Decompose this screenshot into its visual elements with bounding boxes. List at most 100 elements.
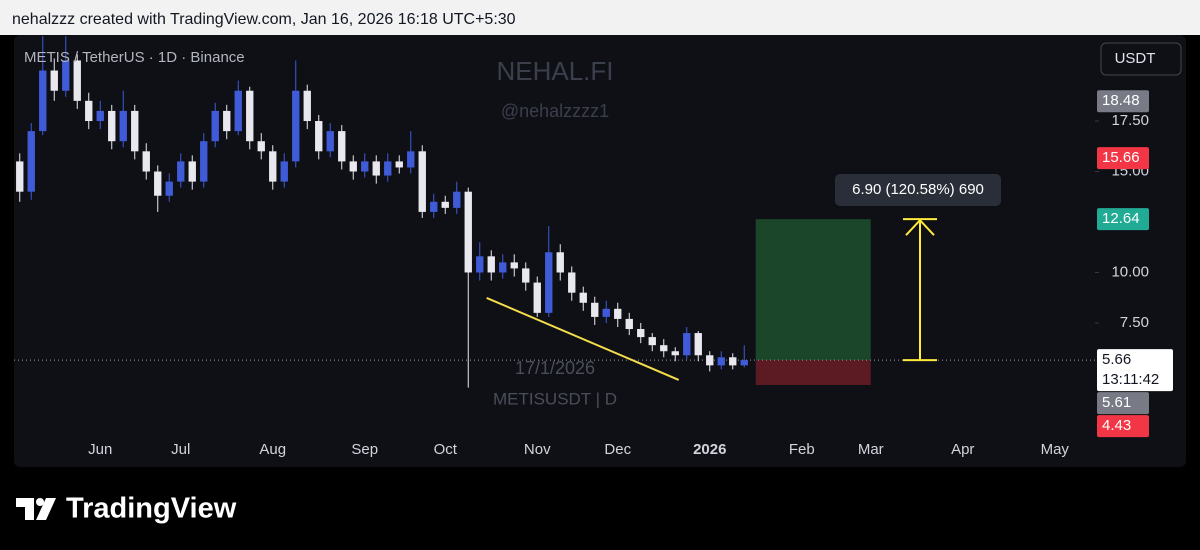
candle-body [717, 357, 725, 366]
candle-body [338, 131, 346, 162]
candle-body [119, 110, 127, 142]
price-label-box [1097, 392, 1149, 415]
candle-body [671, 351, 679, 356]
x-tick-label: Feb [789, 441, 815, 458]
price-label-box [1097, 208, 1149, 231]
logo-part [16, 498, 34, 520]
brand: TradingView [66, 493, 237, 525]
candle-body [62, 60, 70, 91]
candle-body [614, 308, 622, 319]
candle-body [430, 201, 438, 212]
candle-body [648, 337, 656, 346]
logo-part [36, 498, 44, 506]
y-tick-label: 17.50 [1111, 112, 1149, 129]
candle-body [533, 282, 541, 313]
candle-body [556, 252, 564, 273]
y-tick-label: 10.00 [1111, 263, 1149, 280]
candle-body [73, 60, 81, 101]
x-tick-label: Aug [259, 441, 286, 458]
candle-body [625, 318, 633, 330]
candle-body [441, 201, 449, 208]
candle-body [384, 161, 392, 176]
candle-body [522, 268, 530, 283]
x-tick-label: Dec [604, 441, 631, 458]
watermark: @nehalzzzz1 [501, 101, 609, 121]
candle-body [16, 161, 24, 192]
candle-body [729, 357, 737, 366]
candle-body [637, 329, 645, 338]
candle-body [211, 110, 219, 142]
watermark: NEHAL.FI [496, 56, 613, 86]
candle-body [349, 161, 357, 172]
candle-body [568, 272, 576, 293]
candle-body [579, 292, 587, 303]
candle-body [361, 161, 369, 172]
price-label: 12.64 [1102, 210, 1140, 227]
chart-layer: 7.5010.0015.0017.5018.4815.6612.645.6613… [14, 36, 1173, 458]
price-label-box [1097, 415, 1149, 438]
candle-body [96, 110, 104, 122]
currency-label[interactable]: USDT [1115, 50, 1156, 67]
x-tick-label: 2026 [693, 441, 726, 458]
price-label-box [1097, 147, 1149, 170]
logo-part [36, 498, 56, 520]
candle-body [50, 70, 58, 91]
loss-zone [755, 360, 871, 385]
x-tick-label: Sep [351, 441, 378, 458]
candle-body [292, 90, 300, 162]
candle-body [476, 256, 484, 273]
x-tick-label: Mar [858, 441, 884, 458]
candle-body [85, 100, 93, 122]
candle-body [200, 141, 208, 182]
currency-button[interactable] [1100, 42, 1182, 76]
header-text: nehalzzz created with TradingView.com, J… [12, 11, 516, 28]
candle-body [453, 191, 461, 208]
price-label: 5.61 [1102, 394, 1131, 411]
price-label: 5.66 [1102, 351, 1131, 368]
trendline [486, 296, 680, 381]
measure-label: 6.90 (120.58%) 690 [852, 181, 984, 198]
candle-body [660, 345, 668, 352]
profit-zone [755, 219, 871, 361]
candle-body [223, 110, 231, 132]
candle-body [177, 161, 185, 182]
x-tick-label: Nov [524, 441, 551, 458]
x-tick-label: Apr [951, 441, 974, 458]
top-bar [0, 0, 1200, 35]
candle-body [108, 110, 116, 142]
candle-body [591, 302, 599, 317]
candle-body [326, 131, 334, 152]
candle-body [740, 360, 748, 366]
candle-body [142, 151, 150, 172]
measure-tooltip [835, 174, 1001, 206]
candle-body [39, 70, 47, 132]
symbol-watermark: METISUSDT | D [493, 389, 617, 408]
candle-body [315, 121, 323, 152]
candle-body [246, 90, 254, 142]
candle-body [257, 141, 265, 152]
x-tick-label: May [1041, 441, 1070, 458]
candle-body [545, 252, 553, 313]
tradingview-logo [16, 498, 56, 520]
candle-body [165, 181, 173, 196]
candle-body [154, 171, 162, 196]
price-countdown: 13:11:42 [1102, 371, 1159, 388]
chart-panel [14, 35, 1186, 467]
candle-body [234, 90, 242, 132]
candle-body [407, 151, 415, 168]
candle-body [683, 333, 691, 356]
candle-body [395, 161, 403, 168]
y-tick-label: 7.50 [1120, 314, 1149, 331]
candle-body [487, 256, 495, 273]
candle-body [418, 151, 426, 212]
candle-body [303, 90, 311, 122]
x-tick-label: Jun [88, 441, 112, 458]
candle-body [464, 191, 472, 273]
candle-body [602, 308, 610, 317]
candle-body [372, 161, 380, 176]
price-label-box [1097, 349, 1173, 392]
x-tick-label: Oct [434, 441, 458, 458]
price-label: 4.43 [1102, 417, 1131, 434]
